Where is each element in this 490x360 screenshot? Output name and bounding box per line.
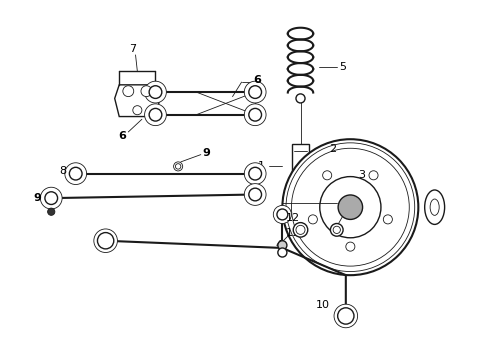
Circle shape — [145, 81, 166, 103]
Text: 9: 9 — [34, 193, 42, 203]
Circle shape — [45, 192, 58, 204]
Circle shape — [149, 86, 162, 98]
Circle shape — [296, 225, 305, 234]
Circle shape — [308, 215, 318, 224]
Text: 8: 8 — [59, 166, 67, 176]
Circle shape — [293, 222, 308, 237]
Circle shape — [249, 108, 262, 121]
Text: 10: 10 — [316, 300, 330, 310]
Circle shape — [338, 195, 363, 220]
Circle shape — [278, 241, 287, 250]
Text: 6: 6 — [253, 75, 261, 85]
Circle shape — [292, 148, 409, 266]
Ellipse shape — [484, 201, 490, 214]
Circle shape — [149, 108, 162, 121]
Circle shape — [383, 215, 392, 224]
Circle shape — [245, 163, 266, 185]
Ellipse shape — [457, 201, 463, 213]
Ellipse shape — [430, 199, 439, 215]
Circle shape — [320, 177, 381, 238]
Text: 4: 4 — [275, 240, 282, 250]
Text: 6: 6 — [118, 131, 126, 141]
Ellipse shape — [479, 194, 490, 221]
Polygon shape — [115, 85, 160, 117]
Text: 3: 3 — [359, 171, 366, 180]
Circle shape — [282, 139, 418, 275]
Text: 11: 11 — [286, 228, 300, 238]
Circle shape — [296, 94, 305, 103]
Circle shape — [330, 224, 343, 236]
Ellipse shape — [425, 190, 444, 224]
Circle shape — [245, 104, 266, 126]
Circle shape — [286, 143, 415, 271]
Polygon shape — [286, 185, 315, 221]
Text: 2: 2 — [330, 144, 337, 154]
Circle shape — [48, 208, 55, 215]
Circle shape — [346, 242, 355, 251]
Circle shape — [40, 187, 62, 209]
Circle shape — [278, 248, 287, 257]
Circle shape — [133, 106, 142, 115]
Circle shape — [245, 81, 266, 103]
Circle shape — [65, 163, 87, 185]
Circle shape — [273, 205, 292, 224]
Circle shape — [369, 171, 378, 180]
Circle shape — [249, 86, 262, 98]
Circle shape — [322, 171, 332, 180]
Polygon shape — [293, 144, 309, 185]
Text: 9: 9 — [202, 148, 210, 158]
Circle shape — [175, 164, 181, 169]
Circle shape — [123, 86, 134, 96]
Circle shape — [249, 167, 262, 180]
Circle shape — [249, 188, 262, 201]
Circle shape — [334, 304, 358, 328]
Circle shape — [141, 86, 152, 96]
Text: 7: 7 — [129, 45, 136, 54]
Circle shape — [333, 226, 341, 234]
Text: 12: 12 — [286, 213, 300, 223]
Circle shape — [245, 184, 266, 205]
Circle shape — [145, 104, 166, 126]
Ellipse shape — [453, 194, 467, 221]
Circle shape — [98, 233, 114, 249]
Text: 5: 5 — [340, 62, 346, 72]
Circle shape — [277, 209, 288, 220]
Text: 1: 1 — [258, 161, 265, 171]
Circle shape — [70, 167, 82, 180]
Circle shape — [173, 162, 183, 171]
Circle shape — [94, 229, 118, 252]
Circle shape — [338, 308, 354, 324]
